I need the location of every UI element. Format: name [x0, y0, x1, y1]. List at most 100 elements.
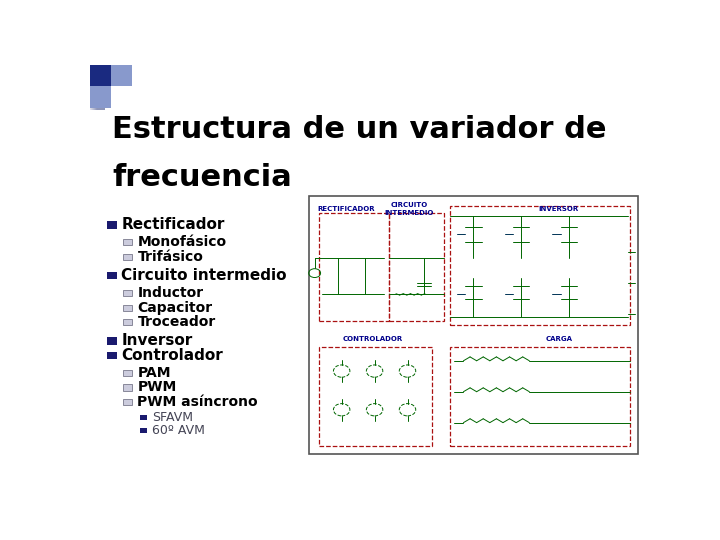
Bar	[94, 65, 103, 110]
Text: Capacitor: Capacitor	[138, 301, 212, 315]
Bar	[94, 65, 102, 110]
Bar	[91, 65, 99, 110]
Bar	[140, 415, 147, 420]
Bar	[390, 213, 444, 321]
Text: Troceador: Troceador	[138, 315, 216, 329]
Bar	[91, 65, 99, 110]
Bar	[124, 239, 132, 246]
Text: Controlador: Controlador	[121, 348, 223, 363]
Bar	[107, 221, 117, 228]
Bar	[95, 65, 104, 110]
Bar	[94, 65, 102, 110]
Bar	[107, 272, 117, 279]
Bar	[96, 65, 104, 110]
Text: INVERSOR: INVERSOR	[539, 206, 579, 212]
Bar	[90, 110, 648, 481]
Bar	[124, 254, 132, 260]
Bar	[94, 65, 102, 110]
Text: PAM: PAM	[138, 366, 171, 380]
Bar	[450, 206, 630, 325]
Bar	[91, 65, 99, 110]
Text: Rectificador: Rectificador	[121, 218, 225, 232]
Bar	[107, 352, 117, 359]
Bar	[91, 65, 99, 110]
Bar	[96, 65, 104, 110]
Bar	[92, 65, 100, 110]
Bar	[91, 65, 99, 110]
Bar	[90, 65, 98, 110]
Bar	[96, 65, 104, 110]
Bar	[96, 65, 104, 110]
Text: PWM: PWM	[138, 381, 176, 394]
Bar	[124, 399, 132, 405]
Bar	[309, 196, 638, 454]
Bar	[124, 370, 132, 376]
Bar	[92, 65, 101, 110]
Bar	[96, 65, 104, 110]
Bar	[140, 428, 147, 433]
Bar	[96, 65, 104, 110]
Bar	[107, 337, 117, 345]
Bar	[93, 65, 101, 110]
Bar	[95, 65, 103, 110]
Bar	[95, 65, 104, 110]
Bar	[93, 65, 102, 110]
Text: 60º AVM: 60º AVM	[153, 424, 205, 437]
Bar	[94, 65, 102, 110]
Bar	[91, 65, 99, 110]
Bar	[90, 65, 98, 110]
Bar	[93, 65, 101, 110]
Bar	[94, 65, 102, 110]
Bar	[96, 65, 104, 110]
Bar	[93, 65, 101, 110]
Bar	[93, 65, 101, 110]
Bar	[96, 65, 104, 110]
Bar	[95, 65, 103, 110]
Bar	[92, 65, 100, 110]
Bar	[95, 65, 103, 110]
Bar	[90, 65, 99, 110]
Text: CIRCUITO: CIRCUITO	[390, 202, 428, 208]
Text: SFAVM: SFAVM	[153, 411, 194, 424]
Bar	[91, 65, 99, 110]
Bar	[92, 65, 101, 110]
Bar	[96, 65, 104, 110]
Bar	[124, 305, 132, 310]
Bar	[93, 65, 101, 110]
Bar	[96, 65, 104, 110]
Bar	[92, 65, 100, 110]
Text: Circuito intermedio: Circuito intermedio	[121, 268, 287, 283]
Bar	[450, 347, 630, 446]
Bar	[97, 65, 105, 110]
Bar	[94, 65, 102, 110]
Bar	[90, 65, 99, 110]
Bar	[91, 65, 99, 110]
Bar	[124, 384, 132, 390]
Bar	[111, 65, 132, 86]
Bar	[93, 65, 101, 110]
Text: CONTROLADOR: CONTROLADOR	[343, 336, 403, 342]
Bar	[96, 65, 104, 110]
Bar	[94, 65, 102, 110]
Text: CARGA: CARGA	[546, 336, 572, 342]
Text: frecuencia: frecuencia	[112, 163, 292, 192]
Bar	[95, 65, 103, 110]
Bar	[94, 65, 102, 110]
Bar	[96, 65, 104, 110]
Bar	[96, 65, 105, 110]
Bar	[94, 65, 102, 110]
Text: INTERMEDIO: INTERMEDIO	[384, 210, 434, 216]
Bar	[93, 65, 101, 110]
Bar	[90, 86, 111, 108]
Text: Inversor: Inversor	[121, 333, 192, 348]
Bar	[319, 347, 432, 446]
Bar	[124, 290, 132, 296]
Bar	[92, 65, 100, 110]
Text: RECTIFICADOR: RECTIFICADOR	[318, 206, 375, 212]
Bar	[91, 65, 99, 110]
Bar	[124, 319, 132, 325]
Bar	[95, 65, 103, 110]
Bar	[94, 65, 102, 110]
Bar	[93, 65, 102, 110]
Bar	[94, 65, 102, 110]
